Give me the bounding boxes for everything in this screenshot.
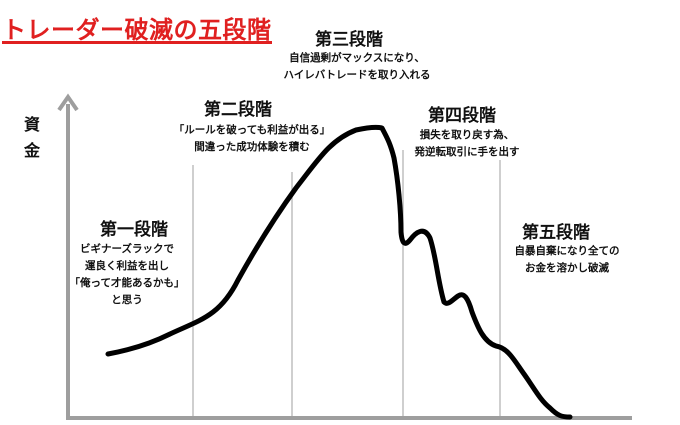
stage-4-description: 損失を取り戻す為、 発逆転取引に手を出す bbox=[414, 129, 520, 158]
stage-5-description: 自暴自棄になり全ての お金を溶かし破滅 bbox=[514, 245, 620, 274]
stage-3-description: 自信過剰がマックスになり、 ハイレバトレードを取り入れる bbox=[283, 52, 431, 81]
stage-2-description: 「ルールを破っても利益が出る」 間違った成功体験を積む bbox=[173, 124, 331, 153]
stage-1-title: 第一段階 bbox=[100, 220, 168, 240]
page-title: トレーダー破滅の五段階 bbox=[2, 16, 272, 44]
stage-3-title: 第三段階 bbox=[315, 30, 383, 50]
stage-1-description: ビギナーズラックで 運良く利益を出し 「俺って才能あるかも」 と思う bbox=[69, 243, 185, 306]
stage-4-title: 第四段階 bbox=[428, 106, 496, 126]
capital-curve bbox=[105, 124, 573, 420]
stage-2-title: 第二段階 bbox=[204, 100, 272, 120]
title-underline bbox=[2, 41, 272, 44]
y-axis-arrowhead bbox=[57, 93, 79, 112]
y-axis-label: 資金 bbox=[23, 115, 40, 160]
stage-5-title: 第五段階 bbox=[522, 223, 590, 243]
